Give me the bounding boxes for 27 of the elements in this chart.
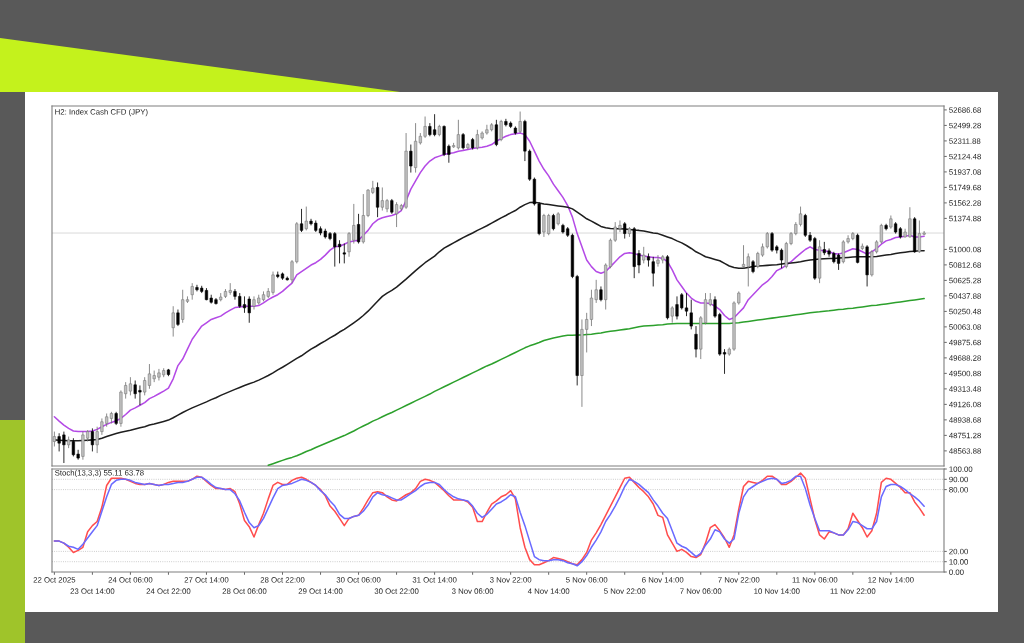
candlestick: [409, 144, 413, 173]
candlestick: [228, 282, 232, 296]
candlestick: [494, 119, 498, 147]
candlestick: [518, 111, 522, 134]
candlestick: [779, 248, 784, 269]
candlestick: [143, 376, 147, 396]
candlestick: [689, 299, 693, 330]
candlestick: [456, 119, 460, 150]
candlestick: [181, 289, 185, 324]
candlestick: [395, 201, 399, 228]
candlestick: [304, 206, 308, 231]
candlestick: [499, 119, 503, 142]
candlestick: [299, 208, 304, 233]
candlestick: [684, 292, 689, 317]
candlestick: [741, 244, 746, 269]
candlestick: [128, 376, 132, 396]
candlestick: [342, 243, 346, 264]
candlestick: [356, 213, 361, 244]
line-series: [267, 297, 925, 466]
candlestick: [746, 253, 750, 287]
candlestick: [466, 142, 470, 150]
candlestick: [90, 427, 94, 452]
candlestick: [651, 256, 655, 287]
candlestick: [171, 305, 175, 337]
candlestick: [247, 295, 251, 324]
candlestick: [376, 182, 380, 218]
candlestick: [694, 325, 698, 358]
